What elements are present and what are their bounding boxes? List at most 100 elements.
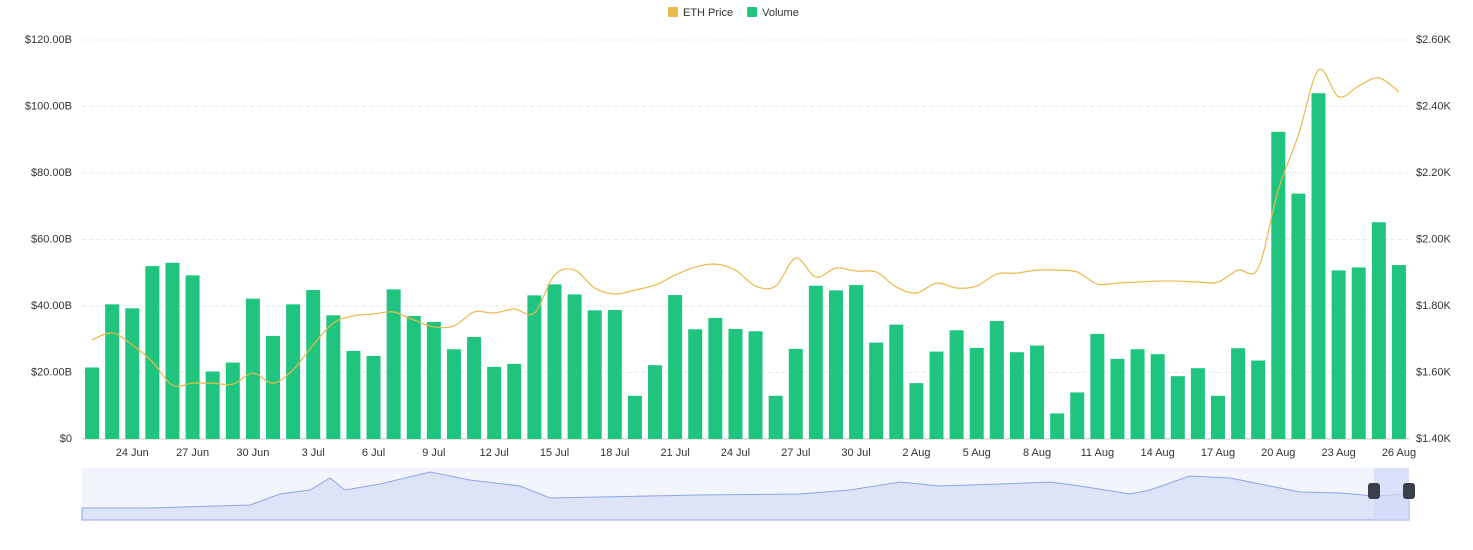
bar bbox=[527, 295, 542, 439]
x-tick-label: 17 Aug bbox=[1201, 447, 1235, 459]
bar bbox=[989, 320, 1004, 439]
bar bbox=[245, 298, 260, 439]
bar bbox=[85, 367, 100, 439]
bar bbox=[1371, 222, 1386, 439]
x-tick-label: 11 Aug bbox=[1081, 447, 1114, 459]
x-tick-label: 23 Aug bbox=[1321, 447, 1355, 459]
x-tick-label: 30 Jul bbox=[841, 447, 870, 459]
bar bbox=[1150, 354, 1165, 439]
bar bbox=[1291, 193, 1306, 439]
bar bbox=[1070, 392, 1085, 439]
bar bbox=[949, 330, 964, 439]
y2-tick-label: $1.60K bbox=[1416, 366, 1452, 378]
bar bbox=[1331, 270, 1346, 439]
legend-item[interactable]: ETH Price bbox=[668, 7, 733, 19]
y-tick-label: $80.00B bbox=[31, 167, 72, 179]
legend-swatch bbox=[747, 7, 758, 17]
bar bbox=[869, 342, 884, 439]
y2-tick-label: $2.20K bbox=[1416, 167, 1452, 179]
x-tick-label: 24 Jul bbox=[721, 447, 750, 459]
y2-tick-label: $2.00K bbox=[1416, 233, 1452, 245]
bar bbox=[1090, 333, 1105, 439]
bar bbox=[1110, 358, 1125, 439]
y-tick-label: $40.00B bbox=[31, 300, 72, 312]
bar bbox=[286, 304, 301, 439]
navigator-handle[interactable] bbox=[1403, 483, 1415, 499]
bar bbox=[708, 317, 723, 439]
x-tick-label: 27 Jun bbox=[176, 447, 209, 459]
bar bbox=[507, 363, 522, 439]
y-tick-label: $60.00B bbox=[31, 233, 72, 245]
legend-item[interactable]: Volume bbox=[747, 7, 799, 19]
y2-tick-label: $1.40K bbox=[1416, 433, 1452, 445]
legend-swatch bbox=[668, 7, 678, 17]
bar bbox=[567, 294, 582, 439]
bar bbox=[808, 285, 823, 439]
x-tick-label: 5 Aug bbox=[963, 447, 991, 459]
x-tick-label: 6 Jul bbox=[362, 447, 385, 459]
x-tick-label: 26 Aug bbox=[1382, 447, 1416, 459]
bar bbox=[225, 362, 240, 439]
bar bbox=[1351, 267, 1366, 439]
legend-label: ETH Price bbox=[683, 7, 733, 19]
x-tick-label: 12 Jul bbox=[479, 447, 508, 459]
x-tick-label: 27 Jul bbox=[781, 447, 810, 459]
bar bbox=[346, 350, 361, 439]
y2-tick-label: $1.80K bbox=[1416, 300, 1452, 312]
bar bbox=[185, 275, 200, 439]
bar bbox=[1210, 395, 1225, 439]
bar bbox=[1190, 368, 1205, 439]
x-tick-label: 24 Jun bbox=[116, 447, 149, 459]
bar bbox=[386, 289, 401, 439]
bar bbox=[1391, 265, 1406, 439]
bar bbox=[929, 351, 944, 439]
bar bbox=[849, 285, 864, 439]
x-tick-label: 3 Jul bbox=[302, 447, 325, 459]
bar bbox=[1231, 348, 1246, 439]
bar bbox=[1271, 131, 1286, 439]
bar bbox=[487, 366, 502, 439]
bar bbox=[969, 347, 984, 439]
bar bbox=[607, 309, 622, 439]
bar bbox=[105, 304, 120, 439]
bar bbox=[426, 321, 441, 439]
bar bbox=[889, 324, 904, 439]
bar bbox=[406, 315, 421, 439]
y2-tick-label: $2.60K bbox=[1416, 34, 1452, 46]
bar bbox=[446, 349, 461, 439]
x-tick-label: 8 Aug bbox=[1023, 447, 1051, 459]
bar bbox=[1130, 349, 1145, 439]
bar bbox=[1009, 352, 1024, 439]
bar bbox=[728, 328, 743, 439]
bar bbox=[768, 395, 783, 439]
bar bbox=[1311, 93, 1326, 439]
navigator-handle[interactable] bbox=[1368, 483, 1380, 499]
navigator[interactable] bbox=[81, 468, 1415, 521]
bar bbox=[909, 383, 924, 439]
x-tick-label: 2 Aug bbox=[902, 447, 930, 459]
bar bbox=[1251, 360, 1266, 439]
navigator-area bbox=[81, 471, 1410, 521]
x-tick-label: 18 Jul bbox=[600, 447, 629, 459]
bar bbox=[266, 335, 281, 439]
x-tick-label: 20 Aug bbox=[1261, 447, 1295, 459]
bar bbox=[165, 262, 180, 439]
x-tick-label: 30 Jun bbox=[236, 447, 269, 459]
bar bbox=[1170, 376, 1185, 439]
bar bbox=[1030, 345, 1045, 439]
bar bbox=[306, 290, 321, 439]
x-tick-label: 14 Aug bbox=[1141, 447, 1175, 459]
bar bbox=[1050, 413, 1065, 439]
bar bbox=[326, 315, 341, 439]
bar bbox=[547, 284, 562, 439]
bar bbox=[648, 365, 663, 439]
x-tick-label: 21 Jul bbox=[660, 447, 689, 459]
y2-tick-label: $2.40K bbox=[1416, 100, 1452, 112]
bar bbox=[205, 371, 220, 439]
y-tick-label: $100.00B bbox=[25, 100, 72, 112]
bar bbox=[788, 348, 803, 439]
y-tick-label: $20.00B bbox=[31, 366, 72, 378]
bar bbox=[366, 355, 381, 439]
x-tick-label: 15 Jul bbox=[540, 447, 569, 459]
